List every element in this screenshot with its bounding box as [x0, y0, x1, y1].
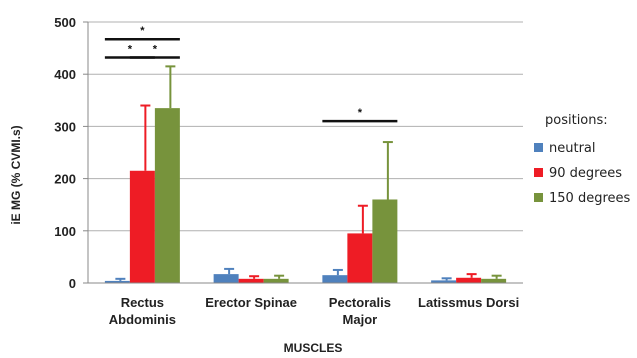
legend-swatch — [534, 193, 543, 202]
legend-title: positions: — [545, 113, 608, 128]
x-axis-title: MUSCLES — [284, 341, 343, 355]
axes — [83, 21, 523, 284]
bar — [456, 277, 482, 283]
bar — [238, 278, 264, 283]
bar — [154, 108, 180, 283]
significance-label: * — [153, 43, 158, 55]
significance-label: * — [128, 43, 133, 55]
x-category-labels: Rectus Abdominis Erector Spinae Pectoralis M… — [109, 295, 519, 327]
x-category-label: Erector Spinae — [205, 295, 297, 310]
significance-label: * — [358, 107, 363, 119]
x-category-label: Latissmus Dorsi — [418, 295, 519, 310]
y-tick-label: 300 — [54, 119, 76, 134]
significance-markers: * * * * — [104, 25, 398, 123]
bar — [129, 170, 155, 283]
y-axis-title: iE MG (% CVMI.s) — [9, 125, 23, 224]
y-tick-label: 0 — [69, 276, 76, 291]
error-bars — [115, 65, 502, 281]
legend-swatch — [534, 168, 543, 177]
bar — [322, 275, 348, 283]
legend-entry-label: 90 degrees — [549, 166, 622, 181]
y-tick-label: 500 — [54, 15, 76, 30]
bar — [347, 233, 373, 283]
legend-entry-label: neutral — [549, 141, 596, 156]
bar-series — [104, 108, 507, 283]
x-category-label: Abdominis — [109, 312, 176, 327]
significance-label: * — [140, 25, 145, 37]
bar — [481, 278, 507, 283]
bar — [263, 278, 289, 283]
bar — [372, 199, 398, 283]
x-category-label: Pectoralis — [329, 295, 391, 310]
bar — [104, 280, 130, 283]
bar — [431, 280, 457, 283]
legend-entry-label: 150 degrees — [549, 191, 631, 206]
x-category-label: Rectus — [121, 295, 164, 310]
legend-swatch — [534, 143, 543, 152]
y-tick-label: 400 — [54, 67, 76, 82]
legend: positions: neutral 90 degrees 150 degrees — [534, 113, 631, 206]
y-tick-label: 200 — [54, 172, 76, 187]
y-tick-labels: 0 100 200 300 400 500 — [54, 15, 76, 291]
bar — [213, 274, 239, 283]
y-tick-label: 100 — [54, 224, 76, 239]
x-category-label: Major — [343, 312, 378, 327]
